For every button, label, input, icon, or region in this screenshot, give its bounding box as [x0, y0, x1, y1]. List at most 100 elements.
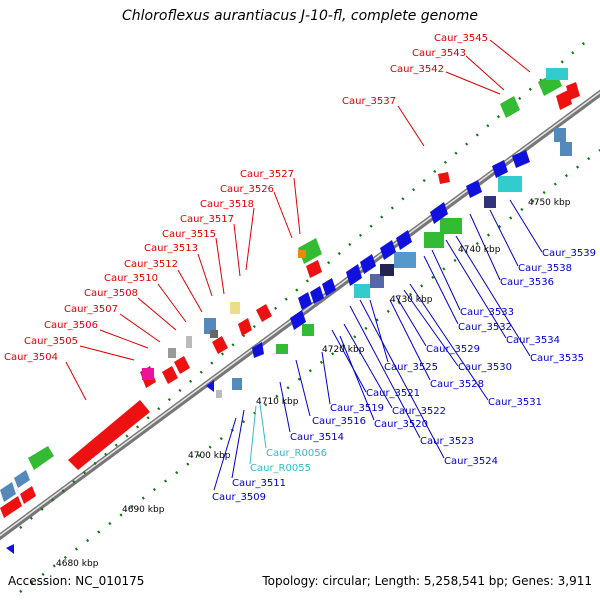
gene-label[interactable]: Caur_3515: [162, 229, 216, 240]
gene-label[interactable]: Caur_R0055: [250, 463, 311, 474]
gene-label[interactable]: Caur_3525: [384, 362, 438, 373]
gene-bot-k[interactable]: [322, 278, 336, 296]
gene-top-gray-b[interactable]: [186, 336, 192, 348]
gene-bot-a[interactable]: [6, 544, 14, 554]
gene-top-red-b[interactable]: [20, 486, 36, 504]
gene-top-yellow[interactable]: [230, 302, 240, 314]
gene-top-blue-a[interactable]: [0, 482, 16, 502]
gene-top-red-g[interactable]: [238, 318, 252, 336]
gene-top-red-d[interactable]: [162, 366, 178, 384]
gene-label[interactable]: Caur_3510: [104, 273, 158, 284]
gene-top-green-c[interactable]: [500, 96, 520, 118]
gene-top-red-h[interactable]: [256, 304, 272, 322]
gene-label[interactable]: Caur_3508: [84, 288, 138, 299]
gene-label[interactable]: Caur_3538: [518, 263, 572, 274]
gene-top-orange[interactable]: [298, 250, 306, 258]
gene-label[interactable]: Caur_3523: [420, 436, 474, 447]
gene-label[interactable]: Caur_3505: [24, 336, 78, 347]
leader-3515: [215, 237, 225, 295]
gene-label[interactable]: Caur_3531: [488, 397, 542, 408]
gene-bot-i[interactable]: [298, 292, 312, 310]
gene-label[interactable]: Caur_3529: [426, 344, 480, 355]
kbp-label: 4720 kbp: [322, 345, 365, 355]
gene-label[interactable]: Caur_3524: [444, 456, 498, 467]
gene-bot-m[interactable]: [360, 254, 376, 274]
gene-label[interactable]: Caur_R0056: [266, 448, 327, 459]
bottom-gene-labels: Caur_3509 Caur_3511 Caur_R0055 Caur_R005…: [212, 248, 596, 503]
gene-bot-u[interactable]: [440, 218, 462, 234]
gene-bot-ab[interactable]: [554, 128, 566, 142]
gene-bot-z[interactable]: [492, 160, 508, 178]
gene-label[interactable]: Caur_3513: [144, 243, 198, 254]
gene-label[interactable]: Caur_3517: [180, 214, 234, 225]
gene-label[interactable]: Caur_3504: [4, 352, 58, 363]
gene-bot-b[interactable]: [206, 380, 214, 392]
gene-label[interactable]: Caur_3527: [240, 169, 294, 180]
gene-label[interactable]: Caur_3518: [200, 199, 254, 210]
gene-label[interactable]: Caur_3528: [430, 379, 484, 390]
gene-label[interactable]: Caur_3534: [506, 335, 560, 346]
gene-top-red-l[interactable]: [566, 82, 580, 100]
kbp-label: 4740 kbp: [458, 245, 501, 255]
gene-label[interactable]: Caur_3539: [542, 248, 596, 259]
gene-label[interactable]: Caur_3522: [392, 406, 446, 417]
gene-label[interactable]: Caur_3516: [312, 416, 366, 427]
gene-label[interactable]: Caur_3507: [64, 304, 118, 315]
leader-3513: [197, 253, 213, 297]
gene-bot-ac[interactable]: [560, 142, 572, 156]
leader-3526: [273, 191, 293, 239]
gene-top-red-i[interactable]: [306, 260, 322, 278]
gene-label[interactable]: Caur_3537: [342, 96, 396, 107]
gene-label[interactable]: Caur_3514: [290, 432, 344, 443]
gene-bot-q[interactable]: [394, 252, 416, 268]
gene-bot-d[interactable]: [216, 390, 222, 398]
gene-top-red-f[interactable]: [212, 336, 228, 354]
gene-bot-g[interactable]: [290, 310, 306, 330]
gene-label[interactable]: Caur_3535: [530, 353, 584, 364]
gene-bot-w[interactable]: [466, 180, 482, 198]
gene-bot-c[interactable]: [232, 378, 242, 390]
gene-bot-n[interactable]: [354, 284, 370, 298]
gene-bot-f[interactable]: [276, 344, 288, 354]
gene-bot-p[interactable]: [380, 264, 394, 276]
gene-bot-h[interactable]: [302, 324, 314, 336]
gene-bot-v[interactable]: [430, 202, 448, 224]
gene-bot-aa[interactable]: [512, 150, 530, 168]
leader-lines: [65, 39, 543, 491]
gene-top-cyan-a[interactable]: [546, 68, 568, 80]
gene-top-red-e[interactable]: [174, 356, 190, 374]
gene-bot-y[interactable]: [498, 176, 522, 192]
gene-label[interactable]: Caur_3532: [458, 322, 512, 333]
gene-top-red-j[interactable]: [438, 172, 450, 184]
gene-bot-l[interactable]: [346, 264, 362, 286]
gene-top-red-a[interactable]: [0, 496, 22, 518]
gene-bot-e[interactable]: [252, 342, 264, 358]
gene-label[interactable]: Caur_3520: [374, 419, 428, 430]
gene-top-gray-c[interactable]: [210, 330, 218, 338]
gene-top-red-k[interactable]: [556, 90, 572, 110]
gene-label[interactable]: Caur_3506: [44, 320, 98, 331]
gene-label[interactable]: Caur_3511: [232, 478, 286, 489]
gene-label[interactable]: Caur_3526: [220, 184, 274, 195]
gene-top-large[interactable]: [68, 400, 150, 470]
gene-label[interactable]: Caur_3543: [412, 48, 466, 59]
gene-top-magenta[interactable]: [142, 368, 154, 380]
gene-label[interactable]: Caur_3536: [500, 277, 554, 288]
gene-label[interactable]: Caur_3509: [212, 492, 266, 503]
gene-label[interactable]: Caur_3545: [434, 33, 488, 44]
gene-label[interactable]: Caur_3521: [366, 388, 420, 399]
gene-bot-o[interactable]: [370, 274, 384, 288]
gene-bot-s[interactable]: [396, 230, 412, 250]
gene-label[interactable]: Caur_3533: [460, 307, 514, 318]
gene-bot-x[interactable]: [484, 196, 496, 208]
gene-bot-t[interactable]: [424, 232, 444, 248]
gene-label[interactable]: Caur_3542: [390, 64, 444, 75]
gene-label[interactable]: Caur_3530: [458, 362, 512, 373]
gene-top-blue-b[interactable]: [14, 470, 30, 488]
gene-top-green-a[interactable]: [28, 446, 54, 470]
gene-bot-r[interactable]: [380, 240, 396, 260]
gene-top-gray-a[interactable]: [168, 348, 176, 358]
gene-bot-j[interactable]: [310, 286, 324, 304]
gene-label[interactable]: Caur_3519: [330, 403, 384, 414]
gene-label[interactable]: Caur_3512: [124, 259, 178, 270]
